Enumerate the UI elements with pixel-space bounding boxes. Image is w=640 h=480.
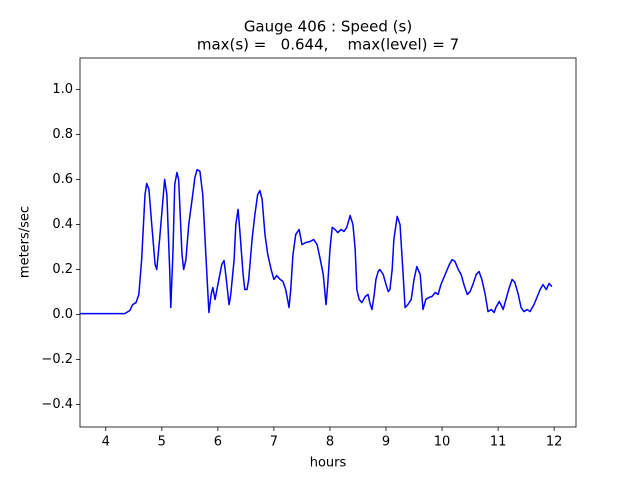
y-tick-label: 0.6 <box>52 172 73 187</box>
x-tick-label: 12 <box>546 435 563 450</box>
x-axis-label: hours <box>310 456 347 471</box>
x-tick-label: 9 <box>382 435 390 450</box>
y-axis-label: meters/sec <box>18 206 33 278</box>
x-tick-label: 6 <box>214 435 222 450</box>
x-tick-label: 4 <box>102 435 110 450</box>
x-tick-label: 5 <box>158 435 166 450</box>
x-tick-label: 10 <box>434 435 451 450</box>
y-tick-label: −0.4 <box>41 397 73 412</box>
x-tick-label: 8 <box>326 435 334 450</box>
y-tick-label: 0.8 <box>52 127 73 142</box>
x-tick-label: 7 <box>270 435 278 450</box>
y-tick-label: −0.2 <box>41 352 73 367</box>
y-tick-label: 0.0 <box>52 307 73 322</box>
y-tick-label: 0.4 <box>52 217 73 232</box>
chart-title: Gauge 406 : Speed (s) <box>244 18 412 36</box>
x-tick-label: 11 <box>490 435 507 450</box>
y-tick-label: 0.2 <box>52 262 73 277</box>
data-line <box>80 168 553 315</box>
plot-frame <box>79 57 577 428</box>
chart-subtitle: max(s) = 0.644, max(level) = 7 <box>197 36 459 54</box>
y-tick-label: 1.0 <box>52 82 73 97</box>
